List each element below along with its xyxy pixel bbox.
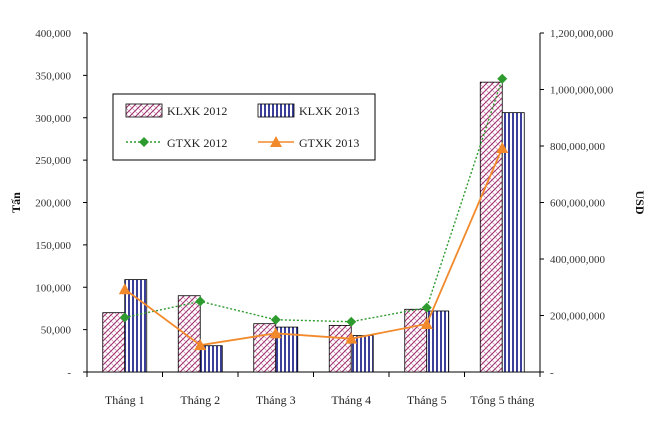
- x-tick-label: Tháng 2: [180, 393, 220, 407]
- point-gtxk-2013: [345, 332, 358, 344]
- y-axis-title: Tấn: [9, 192, 23, 213]
- line-gtxk-2012: [124, 78, 503, 323]
- y-tick-label: 400,000: [35, 28, 71, 40]
- point-gtxk-2012: [497, 73, 508, 84]
- y-tick-label: 300,000: [35, 113, 71, 125]
- bar-klxk-2012: [479, 81, 503, 373]
- legend-marker-gtxk-2013: [270, 136, 282, 147]
- line-gtxk-2013: [124, 147, 504, 347]
- y-tick-label: 350,000: [35, 70, 71, 82]
- y2-tick-label: 200,000,000: [550, 311, 606, 323]
- legend-label-klxk-2012: KLXK 2012: [167, 104, 227, 118]
- x-tick-label: Tháng 1: [105, 393, 145, 407]
- bar-klxk-2013: [275, 326, 299, 373]
- y-tick-label: 250,000: [35, 155, 71, 167]
- y2-tick-label: 1,200,000,000: [550, 28, 614, 40]
- y-tick-label: 50,000: [41, 325, 72, 337]
- point-gtxk-2012: [421, 302, 432, 313]
- point-gtxk-2012: [119, 312, 130, 323]
- y2-tick-label: 1,000,000,000: [550, 85, 614, 97]
- legend-marker-gtxk-2012: [139, 137, 149, 147]
- point-gtxk-2012: [270, 314, 281, 325]
- point-gtxk-2013: [269, 327, 282, 339]
- legend-label-gtxk-2012: GTXK 2012: [167, 136, 227, 150]
- bar-klxk-2013: [350, 335, 374, 373]
- bar-klxk-2012: [328, 324, 352, 373]
- bar-klxk-2013: [124, 279, 148, 373]
- y2-tick-label: 800,000,000: [550, 141, 606, 153]
- x-tick-label: Tháng 4: [331, 393, 371, 407]
- legend-label-gtxk-2013: GTXK 2013: [299, 136, 359, 150]
- y-tick-label: -: [67, 367, 71, 379]
- y2-tick-label: 400,000,000: [550, 254, 606, 266]
- x-tick-label: Tháng 3: [256, 393, 296, 407]
- y2-tick-label: -: [550, 367, 554, 379]
- bar-klxk-2012: [253, 323, 277, 373]
- point-gtxk-2012: [346, 316, 357, 327]
- y-tick-label: 200,000: [35, 198, 71, 210]
- legend-swatch-klxk-2013: [257, 103, 295, 118]
- y2-tick-label: 600,000,000: [550, 198, 606, 210]
- point-gtxk-2013: [496, 141, 509, 153]
- legend-label-klxk-2013: KLXK 2013: [299, 104, 359, 118]
- bar-klxk-2013: [426, 310, 450, 373]
- x-tick-label: Tháng 5: [407, 393, 447, 407]
- point-gtxk-2012: [195, 296, 206, 307]
- bar-klxk-2013: [501, 112, 525, 373]
- bar-klxk-2012: [177, 295, 201, 373]
- x-tick-label: Tổng 5 tháng: [470, 393, 534, 407]
- chart-legend: KLXK 2012 KLXK 2013 GTXK 2012 GTXK 2013: [112, 93, 376, 161]
- y-tick-label: 100,000: [35, 282, 71, 294]
- point-gtxk-2013: [420, 317, 433, 329]
- point-gtxk-2013: [118, 283, 131, 295]
- bar-klxk-2012: [404, 308, 428, 373]
- y-tick-label: 150,000: [35, 240, 71, 252]
- bar-klxk-2013: [199, 345, 223, 373]
- y2-axis-title: USD: [633, 190, 647, 214]
- bar-klxk-2012: [102, 312, 126, 373]
- point-gtxk-2013: [194, 339, 207, 351]
- legend-swatch-klxk-2012: [125, 103, 163, 118]
